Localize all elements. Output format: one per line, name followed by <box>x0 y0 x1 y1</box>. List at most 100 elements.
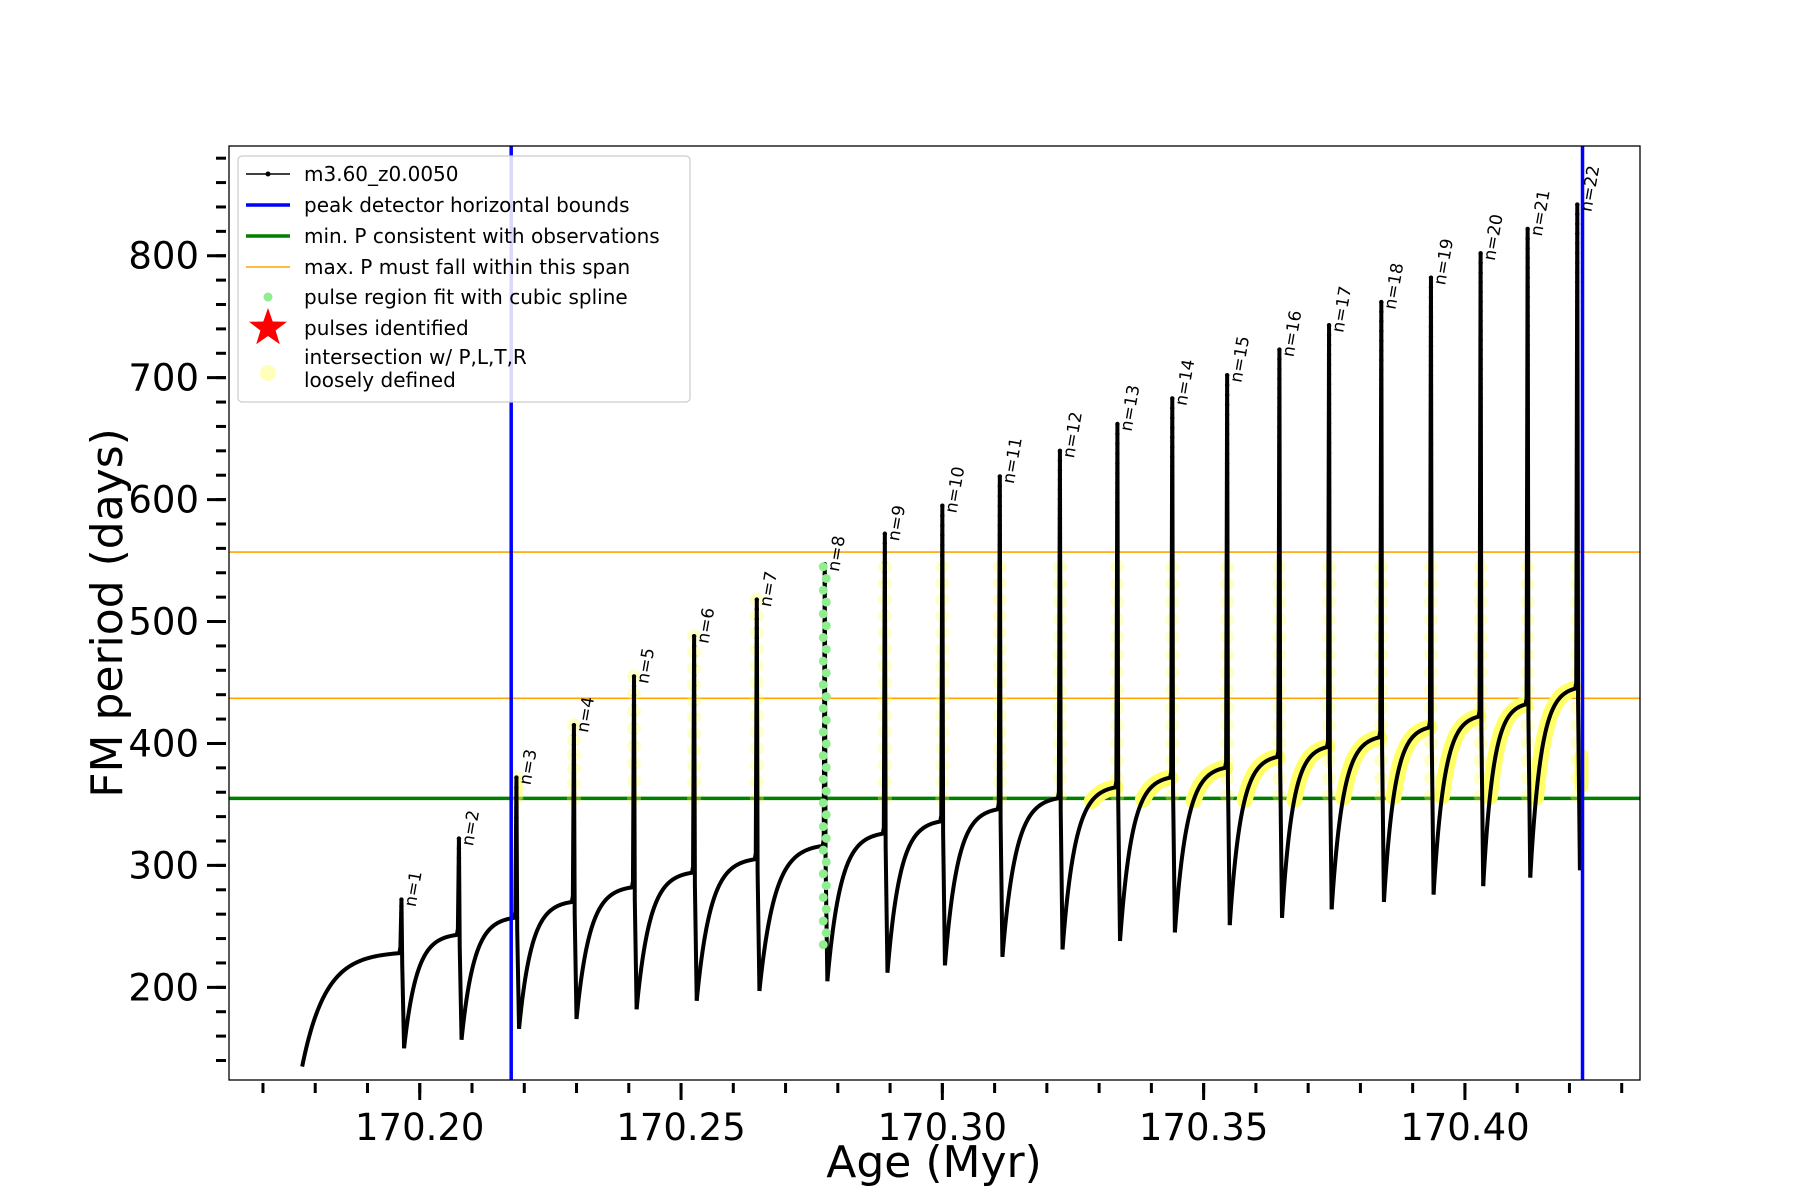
period-sample-point <box>1224 736 1230 741</box>
period-sample-point <box>1379 628 1384 634</box>
period-sample-point <box>1277 531 1282 537</box>
period-sample-point <box>1277 715 1282 721</box>
period-sample-point <box>1525 401 1530 406</box>
period-sample-point <box>997 621 1003 626</box>
pulse-cycle-16 <box>1227 347 1285 926</box>
period-sample-point <box>571 732 577 738</box>
period-sample-point <box>1478 405 1483 410</box>
period-sample-point <box>940 592 945 597</box>
period-sample-point <box>1575 270 1580 275</box>
period-sample-point <box>1224 402 1230 407</box>
period-sample-point <box>1428 480 1434 486</box>
period-sample-point <box>1277 415 1282 420</box>
period-sample-point <box>882 754 888 759</box>
period-sample-point <box>1326 362 1332 367</box>
period-sample-point <box>1428 725 1434 730</box>
period-sample-point <box>1575 608 1580 614</box>
period-sample-point <box>1057 574 1063 579</box>
period-sample-point <box>1057 477 1063 482</box>
period-sample-point <box>514 845 519 850</box>
period-sample-point <box>754 712 760 718</box>
period-sample-point <box>1575 647 1580 653</box>
period-sample-point <box>882 550 888 556</box>
period-sample-point <box>940 542 945 548</box>
period-sample-point <box>631 846 637 852</box>
period-sample-point <box>1224 500 1230 506</box>
period-sample-point <box>571 791 577 797</box>
period-sample-point <box>1478 376 1483 381</box>
period-sample-point <box>1170 736 1175 741</box>
period-sample-point <box>940 740 945 745</box>
period-sample-point <box>1224 677 1230 682</box>
period-sample-point <box>514 775 519 780</box>
period-sample-point <box>1115 421 1120 427</box>
period-sample-point <box>1575 531 1580 536</box>
legend-entry: min. P consistent with observations <box>304 224 660 248</box>
period-sample-point <box>1115 598 1120 603</box>
period-sample-point <box>1170 493 1175 498</box>
spline-fit-point <box>821 715 831 725</box>
period-sample-point <box>1326 607 1332 612</box>
pulse-label: n=21 <box>1527 188 1555 237</box>
pulse-label: n=2 <box>458 809 484 848</box>
pulse-cycle-21 <box>1481 226 1533 887</box>
period-sample-point <box>1379 415 1384 421</box>
period-sample-point <box>1115 500 1120 505</box>
period-sample-point <box>1115 628 1120 633</box>
period-sample-point <box>1326 391 1332 397</box>
period-sample-point <box>1478 608 1483 613</box>
period-sample-point <box>1170 668 1175 673</box>
period-sample-point <box>1115 480 1120 486</box>
period-sample-point <box>1428 568 1434 574</box>
period-sample-point <box>1428 402 1434 408</box>
period-sample-point <box>1277 754 1282 760</box>
period-sample-point <box>1326 440 1332 446</box>
period-sample-point <box>571 831 577 836</box>
spline-fit-point <box>821 668 831 678</box>
spline-fit-point <box>821 739 831 749</box>
period-sample-point <box>940 750 945 755</box>
period-sample-point <box>940 710 945 716</box>
period-sample-point <box>1115 706 1120 711</box>
legend-entry: intersection w/ P,L,T,R <box>304 345 527 369</box>
period-sample-point <box>1379 532 1384 537</box>
spline-fit-point <box>821 621 831 631</box>
period-sample-point <box>1224 530 1230 535</box>
period-sample-point <box>1379 367 1384 372</box>
period-sample-point <box>1525 488 1530 494</box>
period-sample-point <box>1057 699 1063 705</box>
period-sample-point <box>631 693 637 698</box>
period-sample-point <box>1326 538 1332 544</box>
period-sample-point <box>1525 440 1530 445</box>
period-sample-point <box>691 683 697 688</box>
period-sample-point <box>1326 430 1332 436</box>
spline-fit-point <box>821 597 831 607</box>
period-sample-point <box>1379 512 1384 518</box>
period-sample-point <box>1575 376 1580 381</box>
period-sample-point <box>997 474 1003 479</box>
period-sample-point <box>571 850 577 856</box>
period-sample-point <box>691 712 697 718</box>
period-sample-point <box>1057 516 1063 521</box>
period-sample-point <box>1170 532 1175 537</box>
period-sample-point <box>1170 726 1175 732</box>
period-sample-point <box>997 640 1003 646</box>
period-sample-point <box>1115 677 1120 682</box>
period-sample-point <box>1478 463 1483 468</box>
period-sample-point <box>1379 425 1384 431</box>
period-sample-point <box>456 855 462 861</box>
period-sample-point <box>754 597 760 602</box>
period-sample-point <box>1057 583 1063 589</box>
period-sample-point <box>1478 559 1483 565</box>
period-sample-point <box>571 742 577 748</box>
period-sample-point <box>1478 386 1483 391</box>
period-sample-point <box>1379 619 1384 624</box>
period-sample-point <box>1170 629 1175 634</box>
period-sample-point <box>1057 670 1063 676</box>
period-sample-point <box>1525 692 1530 697</box>
period-sample-point <box>940 720 945 726</box>
period-sample-point <box>1170 571 1175 576</box>
period-sample-point <box>1379 648 1384 653</box>
period-sample-point <box>1170 717 1175 722</box>
period-sample-point <box>1525 352 1530 358</box>
